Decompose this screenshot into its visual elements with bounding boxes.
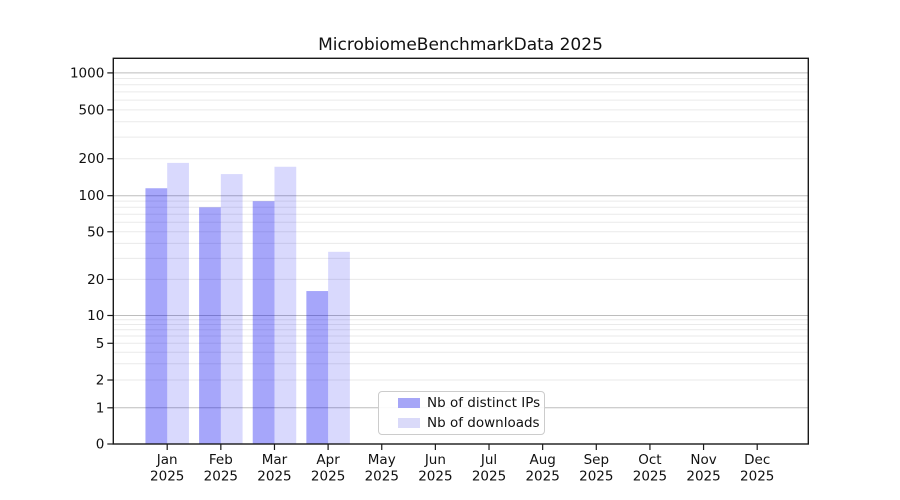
y-tick-label-5: 5 (96, 336, 105, 352)
y-tick-label-10: 10 (87, 308, 104, 324)
x-tick-label-year-nov: 2025 (686, 469, 720, 485)
bar-nb-of-downloads-jan (167, 162, 189, 445)
x-tick-label-month-nov: Nov (690, 452, 716, 468)
y-tick-label-200: 200 (79, 151, 105, 167)
x-tick-label-year-feb: 2025 (204, 469, 238, 485)
legend-item-downloads: Nb of downloads (398, 415, 544, 432)
y-tick-label-50: 50 (87, 224, 104, 240)
y-tick-label-2: 2 (96, 373, 105, 389)
bar-nb-of-distinct-ips-jan (145, 188, 168, 444)
x-tick-label-month-jun: Jun (424, 452, 446, 468)
x-tick-label-month-jul: Jul (480, 452, 497, 468)
x-tick-label-year-jul: 2025 (472, 469, 506, 485)
x-tick-label-year-aug: 2025 (525, 469, 559, 485)
y-tick-label-500: 500 (79, 102, 105, 118)
legend-label-downloads: Nb of downloads (427, 415, 540, 431)
x-tick-label-month-feb: Feb (209, 452, 233, 468)
legend-item-distinct-ips: Nb of distinct IPs (398, 395, 544, 412)
x-tick-label-month-aug: Aug (529, 452, 555, 468)
bar-nb-of-downloads-mar (274, 166, 297, 444)
x-tick-label-year-jan: 2025 (150, 469, 184, 485)
x-tick-label-year-oct: 2025 (633, 469, 667, 485)
bar-nb-of-distinct-ips-apr (306, 291, 329, 444)
bar-nb-of-distinct-ips-mar (252, 201, 275, 444)
y-tick-label-20: 20 (87, 272, 104, 288)
x-tick-label-year-dec: 2025 (740, 469, 774, 485)
bar-nb-of-downloads-apr (328, 251, 350, 444)
legend-swatch-downloads (398, 418, 420, 428)
bar-nb-of-downloads-feb (220, 174, 243, 444)
x-tick-label-month-dec: Dec (744, 452, 770, 468)
x-tick-label-month-may: May (368, 452, 396, 468)
bar-nb-of-distinct-ips-feb (199, 207, 221, 444)
axes-frame (112, 57, 810, 445)
x-tick-label-month-jan: Jan (156, 452, 178, 468)
y-tick-label-1000: 1000 (70, 65, 104, 81)
x-tick-label-year-jun: 2025 (418, 469, 452, 485)
x-tick-label-month-apr: Apr (316, 452, 340, 468)
chart-title: MicrobiomeBenchmarkData 2025 (318, 35, 603, 55)
y-tick-label-0: 0 (96, 437, 105, 453)
y-tick-label-1: 1 (96, 400, 105, 416)
x-tick-label-year-sep: 2025 (579, 469, 613, 485)
x-tick-label-month-oct: Oct (638, 452, 661, 468)
legend-label-distinct-ips: Nb of distinct IPs (427, 395, 541, 411)
x-tick-label-year-mar: 2025 (257, 469, 291, 485)
x-tick-label-month-mar: Mar (262, 452, 288, 468)
y-tick-label-100: 100 (79, 188, 105, 204)
legend: Nb of distinct IPs Nb of downloads (378, 391, 545, 435)
x-tick-label-month-sep: Sep (584, 452, 609, 468)
x-tick-label-year-apr: 2025 (311, 469, 345, 485)
x-tick-label-year-may: 2025 (365, 469, 399, 485)
legend-swatch-distinct-ips (398, 398, 420, 408)
